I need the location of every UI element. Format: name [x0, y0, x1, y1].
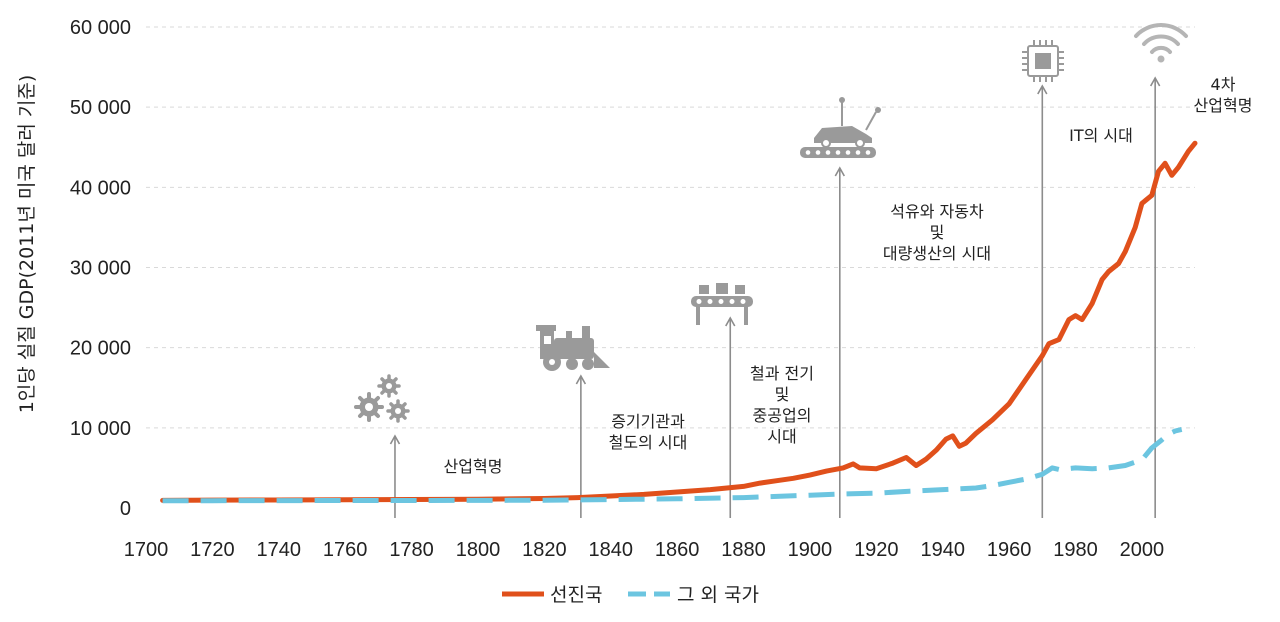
y-tick-labels: 0 10 000 20 000 30 000 40 000 50 000 60 000 — [70, 17, 131, 520]
y-tick-label: 20 000 — [70, 338, 131, 360]
annotation-label: IT의 시대 — [1069, 126, 1133, 145]
x-tick-labels: 1700 1720 1740 1760 1780 1800 1820 1840 1860 1880… — [124, 539, 1164, 561]
annotation-label: 대량생산의 시대 — [883, 244, 991, 263]
legend-label-series-0: 선진국 — [550, 584, 602, 606]
annotation-label: 시대 — [767, 427, 796, 446]
series-line-0 — [160, 140, 1198, 503]
y-tick-label: 10 000 — [70, 418, 131, 440]
x-tick-label: 1840 — [588, 539, 633, 561]
annotation-label: 증기기관과 — [611, 412, 685, 431]
x-tick-label: 1900 — [788, 539, 833, 561]
wifi-icon — [1134, 23, 1188, 63]
y-tick-label: 50 000 — [70, 97, 131, 119]
x-tick-label: 1940 — [920, 539, 965, 561]
annotation-label: 석유와 자동차 — [890, 202, 984, 221]
x-tick-label: 1980 — [1053, 539, 1098, 561]
x-tick-label: 1880 — [721, 539, 766, 561]
y-tick-label: 40 000 — [70, 177, 131, 199]
x-tick-label: 1760 — [323, 539, 368, 561]
x-tick-label: 1700 — [124, 539, 169, 561]
x-tick-label: 1960 — [987, 539, 1032, 561]
steam-locomotive-icon — [536, 325, 610, 371]
annotation-label: 4차 — [1211, 75, 1236, 94]
x-tick-label: 1720 — [190, 539, 235, 561]
y-tick-label: 0 — [120, 498, 131, 520]
y-tick-label: 30 000 — [70, 258, 131, 280]
annotation-arrowhead — [725, 316, 736, 327]
gears-icon — [354, 374, 410, 423]
annotation-label: 산업혁명 — [444, 457, 503, 476]
x-tick-label: 1920 — [854, 539, 899, 561]
x-tick-label: 1860 — [655, 539, 700, 561]
x-tick-label: 1740 — [257, 539, 302, 561]
annotation-label: 중공업의 — [753, 406, 812, 425]
annotation-arrowhead — [1037, 84, 1048, 95]
microchip-icon — [1022, 40, 1064, 82]
y-axis-label: 1인당 실질 GDP(2011년 미국 달러 기준) — [16, 75, 38, 414]
x-tick-label: 2000 — [1120, 539, 1165, 561]
x-tick-label: 1820 — [522, 539, 567, 561]
annotation-label: 및 — [930, 223, 945, 242]
annotation-label: 철도의 시대 — [609, 433, 688, 452]
series-line-1 — [162, 426, 1183, 504]
annotation-arrowhead — [575, 374, 587, 385]
legend: 선진국 그 외 국가 — [502, 584, 759, 606]
annotation-arrowhead — [834, 166, 845, 177]
annotation-arrows — [389, 76, 1161, 518]
car-factory-icon — [800, 97, 881, 158]
assembly-line-icon — [691, 283, 753, 325]
grid-lines — [146, 26, 1195, 429]
annotation-label: 및 — [775, 385, 790, 404]
annotation-arrowhead — [1149, 76, 1161, 87]
series-lines — [160, 140, 1198, 504]
x-tick-label: 1800 — [456, 539, 501, 561]
x-tick-label: 1780 — [389, 539, 434, 561]
annotation-arrowhead — [389, 434, 401, 445]
legend-label-series-1: 그 외 국가 — [677, 584, 759, 606]
annotation-label: 산업혁명 — [1194, 96, 1253, 115]
y-tick-label: 60 000 — [70, 17, 131, 39]
annotation-label: 철과 전기 — [750, 364, 814, 383]
